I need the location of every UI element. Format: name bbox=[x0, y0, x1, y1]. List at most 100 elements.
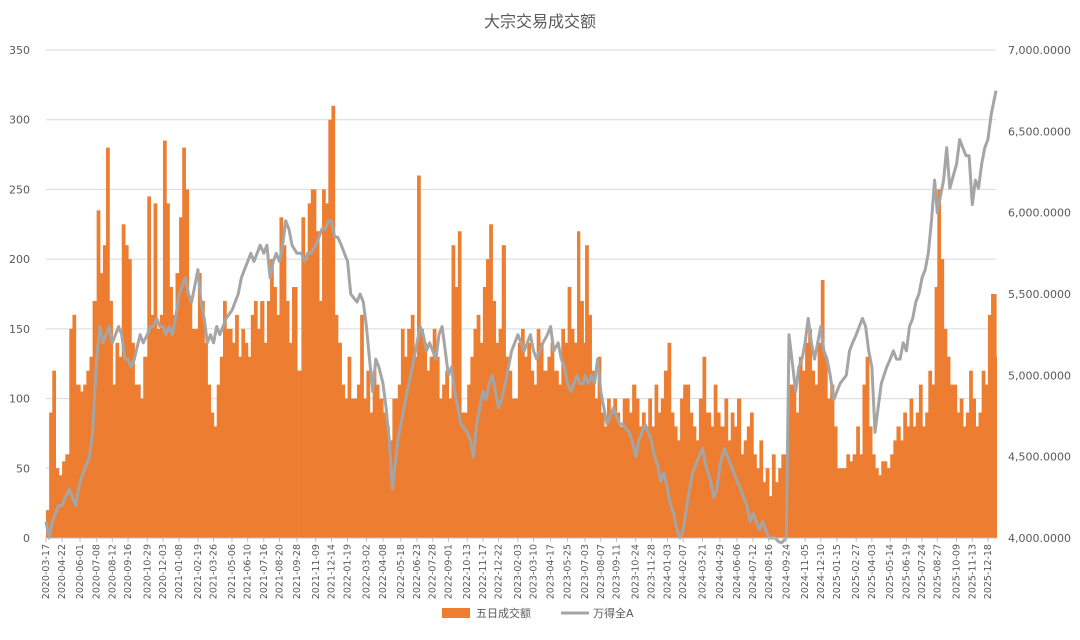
bar bbox=[814, 384, 819, 538]
bar bbox=[382, 412, 387, 538]
bar bbox=[663, 370, 669, 538]
bar bbox=[216, 384, 221, 538]
x-tick-label: 2023-11-28 bbox=[646, 544, 657, 599]
bar bbox=[660, 398, 665, 538]
bar bbox=[946, 356, 951, 538]
bar bbox=[597, 356, 602, 538]
bar bbox=[530, 370, 535, 538]
bar bbox=[928, 370, 933, 538]
bar bbox=[156, 328, 161, 538]
bar bbox=[276, 314, 281, 538]
bar bbox=[231, 342, 236, 538]
bar bbox=[334, 314, 339, 538]
bar bbox=[112, 384, 117, 538]
x-tick-label: 2020-08-12 bbox=[107, 544, 118, 599]
bar bbox=[638, 426, 643, 538]
x-tick-label: 2020-03-17 bbox=[41, 544, 52, 599]
bar bbox=[162, 140, 167, 538]
y-tick-label: 250 bbox=[9, 183, 30, 196]
bar bbox=[676, 440, 681, 538]
bar bbox=[65, 454, 70, 538]
bar bbox=[511, 398, 519, 538]
bar bbox=[315, 231, 320, 538]
bar bbox=[635, 398, 640, 538]
bar bbox=[517, 342, 522, 538]
bar bbox=[250, 314, 255, 538]
x-tick-label: 2024-01-03 bbox=[663, 544, 674, 599]
bar bbox=[96, 210, 101, 539]
bar bbox=[651, 426, 656, 538]
x-tick-label: 2021-01-08 bbox=[174, 544, 185, 599]
bar bbox=[457, 231, 462, 538]
bar bbox=[727, 440, 732, 538]
bar bbox=[524, 356, 528, 538]
bar bbox=[959, 398, 964, 538]
y2-tick-label: 6,500.0000 bbox=[1008, 125, 1071, 138]
bar bbox=[536, 328, 541, 538]
bar bbox=[925, 412, 929, 538]
bar bbox=[991, 294, 997, 538]
bar bbox=[423, 342, 428, 538]
bar bbox=[801, 370, 806, 538]
bar bbox=[984, 384, 989, 538]
bar bbox=[479, 342, 484, 538]
bar bbox=[759, 440, 764, 538]
bar bbox=[583, 342, 586, 538]
bar bbox=[52, 370, 57, 538]
x-tick-label: 2023-07-03 bbox=[580, 544, 591, 599]
bar bbox=[307, 203, 312, 538]
x-tick-label: 2022-12-22 bbox=[494, 544, 505, 599]
x-tick-label: 2020-06-01 bbox=[75, 544, 86, 599]
bar bbox=[603, 426, 608, 538]
bar bbox=[204, 342, 208, 538]
bar bbox=[360, 314, 364, 538]
bar bbox=[956, 412, 961, 538]
bar bbox=[972, 398, 976, 538]
x-tick-label: 2024-08-16 bbox=[764, 544, 775, 599]
x-tick-label: 2020-04-22 bbox=[57, 544, 68, 599]
bar bbox=[241, 328, 246, 538]
bar bbox=[550, 342, 555, 538]
bar bbox=[978, 412, 983, 538]
bar bbox=[288, 342, 293, 538]
bar bbox=[356, 384, 361, 538]
bar bbox=[341, 384, 346, 538]
bar bbox=[698, 398, 704, 538]
bar bbox=[325, 203, 329, 538]
y2-tick-label: 4,500.0000 bbox=[1008, 451, 1071, 464]
bar bbox=[987, 314, 992, 538]
bar bbox=[397, 384, 402, 538]
bar bbox=[798, 356, 803, 538]
bar bbox=[702, 356, 707, 538]
bar bbox=[600, 412, 605, 538]
legend: 五日成交额 万得全A bbox=[442, 606, 634, 620]
x-tick-label: 2024-03-21 bbox=[697, 544, 708, 599]
bar bbox=[856, 426, 860, 538]
bar bbox=[505, 356, 510, 538]
bar bbox=[949, 384, 958, 538]
bar bbox=[285, 300, 290, 538]
bar bbox=[765, 468, 770, 538]
x-tick-label: 2024-06-06 bbox=[732, 544, 743, 599]
bar bbox=[407, 328, 412, 538]
bar bbox=[185, 189, 190, 538]
bar bbox=[118, 356, 123, 538]
bar bbox=[301, 217, 306, 539]
x-tick-label: 2025-10-09 bbox=[952, 544, 963, 599]
x-tick-label: 2020-09-16 bbox=[123, 544, 134, 599]
bar bbox=[900, 440, 904, 538]
x-tick-label: 2025-08-27 bbox=[932, 544, 943, 599]
bar bbox=[226, 328, 233, 538]
bar bbox=[827, 398, 831, 538]
bar bbox=[846, 454, 851, 538]
legend-bar-label: 五日成交额 bbox=[476, 606, 531, 620]
x-tick-label: 2022-10-13 bbox=[462, 544, 473, 599]
bar bbox=[347, 356, 352, 538]
bar bbox=[730, 412, 735, 538]
bar bbox=[266, 300, 271, 538]
bar bbox=[749, 412, 754, 538]
bar bbox=[768, 496, 773, 538]
bar bbox=[683, 384, 691, 538]
bar bbox=[628, 412, 633, 538]
x-tick-label: 2021-02-19 bbox=[193, 544, 204, 599]
